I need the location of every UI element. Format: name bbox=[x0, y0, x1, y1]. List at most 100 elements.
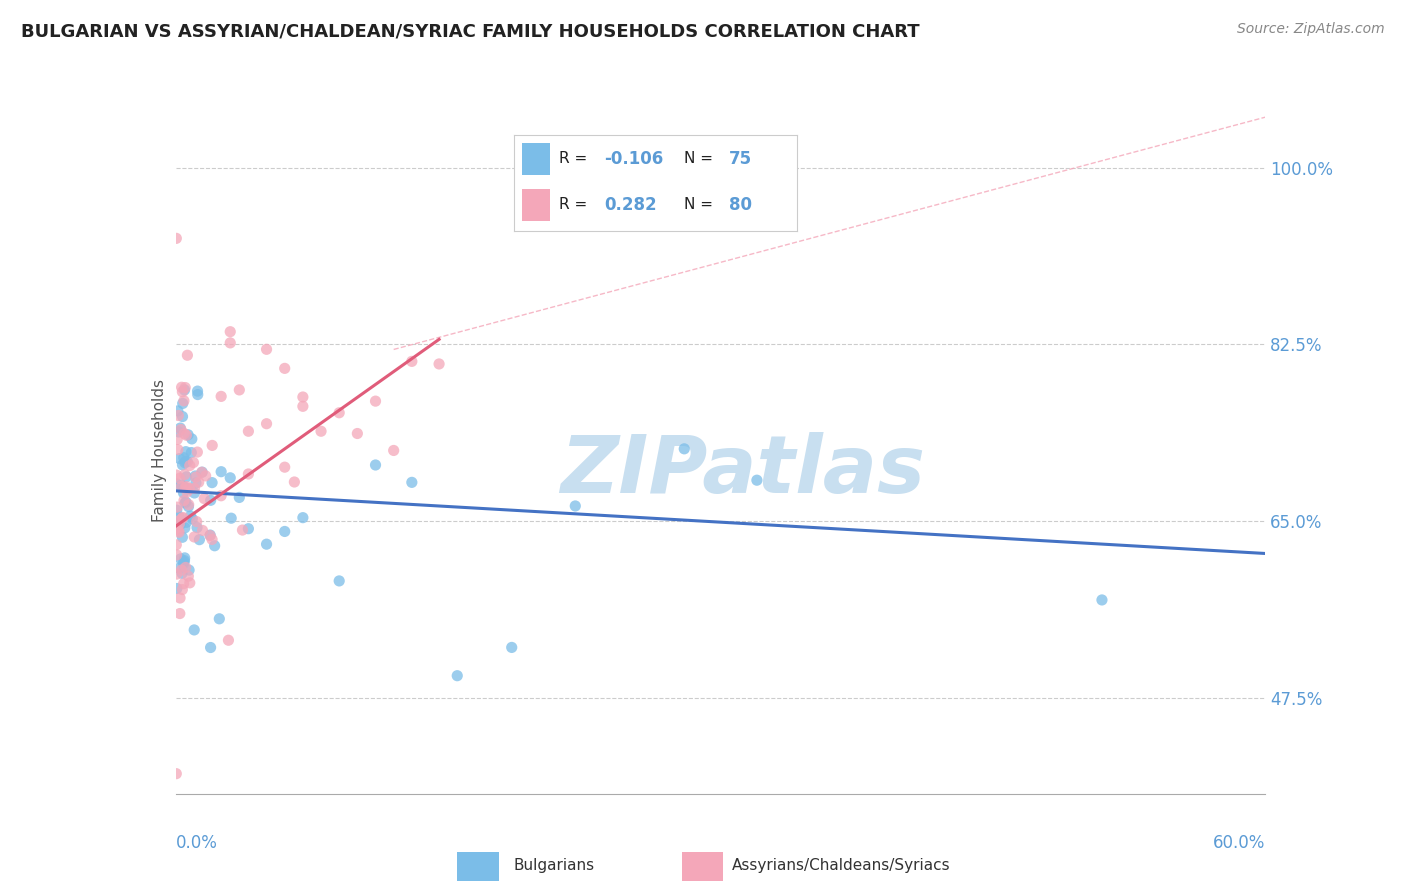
Point bbox=[186, 515, 208, 529]
Point bbox=[169, 451, 191, 466]
Point bbox=[174, 380, 197, 394]
Point bbox=[309, 424, 332, 438]
Point bbox=[228, 383, 250, 397]
Text: 0.282: 0.282 bbox=[605, 195, 657, 214]
Point bbox=[165, 231, 187, 245]
Text: N =: N = bbox=[683, 151, 717, 166]
Point bbox=[219, 335, 242, 350]
Point bbox=[209, 489, 232, 503]
Point bbox=[176, 348, 198, 362]
Point bbox=[200, 493, 222, 508]
Text: R =: R = bbox=[558, 197, 592, 212]
Point bbox=[172, 409, 194, 424]
Text: -0.106: -0.106 bbox=[605, 150, 664, 168]
Point bbox=[176, 484, 198, 499]
Point bbox=[176, 479, 198, 493]
Point bbox=[174, 481, 197, 495]
Point bbox=[186, 520, 208, 534]
Point bbox=[174, 454, 197, 468]
Point bbox=[291, 510, 314, 524]
Point bbox=[364, 394, 387, 409]
Point bbox=[166, 477, 188, 491]
Point bbox=[166, 548, 188, 562]
Text: BULGARIAN VS ASSYRIAN/CHALDEAN/SYRIAC FAMILY HOUSEHOLDS CORRELATION CHART: BULGARIAN VS ASSYRIAN/CHALDEAN/SYRIAC FA… bbox=[21, 22, 920, 40]
Point bbox=[217, 633, 239, 648]
Point bbox=[167, 510, 190, 524]
Point bbox=[173, 521, 195, 535]
Point bbox=[166, 503, 188, 517]
Point bbox=[173, 553, 195, 567]
Point bbox=[446, 669, 468, 683]
Point bbox=[180, 445, 202, 459]
Point bbox=[167, 409, 190, 423]
Point bbox=[177, 569, 200, 583]
Point bbox=[364, 458, 387, 472]
Point bbox=[169, 591, 191, 605]
Point bbox=[190, 465, 212, 479]
Point bbox=[174, 444, 197, 458]
Point bbox=[219, 471, 242, 485]
Point bbox=[183, 481, 205, 495]
Point bbox=[177, 500, 200, 514]
Point bbox=[219, 325, 242, 339]
Point bbox=[169, 516, 191, 531]
Point bbox=[193, 491, 215, 506]
Point bbox=[274, 361, 297, 376]
Point bbox=[198, 528, 221, 542]
Point bbox=[184, 475, 207, 490]
Point bbox=[167, 425, 190, 439]
Point bbox=[173, 576, 195, 591]
Point bbox=[238, 424, 260, 438]
Point bbox=[174, 496, 197, 510]
Point bbox=[173, 383, 195, 397]
Point bbox=[184, 470, 207, 484]
Text: Assyrians/Chaldeans/Syriacs: Assyrians/Chaldeans/Syriacs bbox=[733, 858, 950, 872]
Point bbox=[165, 517, 187, 532]
Point bbox=[209, 465, 232, 479]
Point bbox=[170, 563, 193, 577]
Point bbox=[1091, 593, 1114, 607]
Point bbox=[198, 528, 221, 542]
Point bbox=[238, 522, 260, 536]
Point bbox=[173, 480, 195, 494]
Point bbox=[166, 582, 188, 596]
Point bbox=[173, 426, 195, 441]
Point bbox=[169, 517, 191, 532]
Point bbox=[172, 510, 194, 524]
FancyBboxPatch shape bbox=[682, 852, 723, 881]
Text: 75: 75 bbox=[728, 150, 752, 168]
Point bbox=[166, 522, 188, 536]
Point bbox=[228, 491, 250, 505]
Point bbox=[745, 473, 768, 487]
Point bbox=[181, 512, 204, 526]
Point bbox=[177, 427, 200, 442]
Point bbox=[179, 509, 201, 524]
Point bbox=[174, 456, 197, 470]
Point bbox=[184, 469, 207, 483]
Point bbox=[174, 560, 197, 574]
Point bbox=[176, 516, 198, 530]
Point bbox=[170, 480, 193, 494]
Point bbox=[173, 550, 195, 565]
Point bbox=[256, 343, 278, 357]
Point bbox=[167, 514, 190, 528]
Point bbox=[176, 455, 198, 469]
Point bbox=[188, 533, 211, 547]
Point bbox=[346, 426, 368, 441]
Point bbox=[172, 511, 194, 525]
Point bbox=[166, 404, 188, 418]
FancyBboxPatch shape bbox=[522, 144, 550, 175]
Point bbox=[382, 443, 405, 458]
Y-axis label: Family Households: Family Households bbox=[152, 379, 167, 522]
Point bbox=[170, 552, 193, 566]
Point bbox=[401, 475, 423, 490]
Point bbox=[166, 433, 188, 447]
Point bbox=[209, 389, 232, 403]
Point bbox=[564, 499, 586, 513]
Point bbox=[177, 563, 200, 577]
Point bbox=[187, 387, 209, 401]
Text: 60.0%: 60.0% bbox=[1213, 834, 1265, 852]
FancyBboxPatch shape bbox=[522, 189, 550, 221]
Point bbox=[169, 471, 191, 485]
Text: N =: N = bbox=[683, 197, 717, 212]
